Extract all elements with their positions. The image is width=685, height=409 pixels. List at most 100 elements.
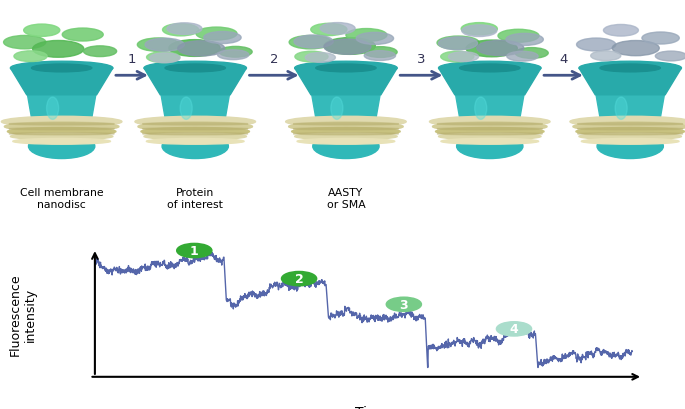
Ellipse shape (293, 133, 399, 135)
Ellipse shape (145, 39, 184, 52)
Ellipse shape (9, 133, 114, 135)
Text: Protein
of interest: Protein of interest (167, 188, 223, 209)
Ellipse shape (144, 134, 247, 140)
Ellipse shape (462, 26, 497, 38)
Text: 4: 4 (510, 323, 519, 335)
Ellipse shape (429, 117, 550, 128)
Ellipse shape (603, 25, 638, 37)
Polygon shape (438, 69, 541, 96)
Ellipse shape (324, 38, 375, 55)
Text: 2: 2 (295, 272, 303, 285)
Ellipse shape (579, 62, 682, 76)
Ellipse shape (218, 51, 249, 61)
Ellipse shape (436, 128, 544, 136)
Ellipse shape (196, 28, 237, 41)
Ellipse shape (9, 128, 114, 130)
Ellipse shape (582, 139, 679, 145)
Ellipse shape (466, 41, 517, 58)
Ellipse shape (219, 47, 252, 58)
Ellipse shape (9, 124, 114, 126)
Ellipse shape (437, 124, 543, 126)
Ellipse shape (475, 98, 487, 120)
Polygon shape (295, 69, 397, 96)
Ellipse shape (324, 40, 371, 55)
Ellipse shape (600, 65, 660, 73)
Ellipse shape (293, 128, 399, 130)
Ellipse shape (364, 52, 395, 61)
Ellipse shape (590, 52, 621, 61)
Ellipse shape (331, 98, 343, 120)
Polygon shape (144, 69, 247, 96)
Ellipse shape (33, 41, 84, 58)
Ellipse shape (292, 128, 400, 136)
Ellipse shape (577, 39, 616, 52)
Polygon shape (455, 91, 525, 136)
Ellipse shape (297, 139, 395, 145)
Ellipse shape (295, 52, 328, 63)
Ellipse shape (316, 65, 376, 73)
Ellipse shape (84, 47, 116, 57)
Ellipse shape (457, 135, 523, 159)
Ellipse shape (577, 133, 683, 135)
Ellipse shape (169, 40, 220, 57)
Ellipse shape (1, 117, 122, 128)
Ellipse shape (289, 36, 332, 50)
Ellipse shape (142, 133, 248, 135)
Polygon shape (160, 91, 230, 136)
Ellipse shape (295, 62, 397, 76)
Ellipse shape (294, 36, 333, 49)
Ellipse shape (506, 34, 543, 46)
Text: 2: 2 (270, 53, 278, 66)
Ellipse shape (386, 298, 421, 312)
Ellipse shape (498, 30, 539, 43)
Ellipse shape (4, 123, 119, 132)
Ellipse shape (147, 53, 179, 63)
Text: 4: 4 (559, 53, 568, 66)
Ellipse shape (656, 52, 685, 62)
Polygon shape (595, 91, 665, 136)
Ellipse shape (497, 322, 532, 336)
Ellipse shape (3, 36, 46, 50)
Ellipse shape (47, 98, 59, 120)
Ellipse shape (437, 128, 543, 130)
Ellipse shape (313, 135, 379, 159)
Ellipse shape (144, 62, 247, 76)
Ellipse shape (432, 123, 547, 132)
Ellipse shape (461, 24, 497, 36)
Polygon shape (27, 91, 97, 136)
Ellipse shape (135, 117, 256, 128)
Ellipse shape (570, 117, 685, 128)
Ellipse shape (477, 41, 524, 56)
Ellipse shape (177, 42, 225, 57)
Ellipse shape (282, 272, 316, 286)
Polygon shape (579, 69, 682, 96)
Ellipse shape (162, 25, 199, 37)
Ellipse shape (14, 52, 47, 63)
Ellipse shape (62, 29, 103, 42)
Text: 1: 1 (127, 53, 136, 66)
Text: AASTY
or SMA: AASTY or SMA (327, 188, 365, 209)
Ellipse shape (13, 139, 110, 145)
Ellipse shape (150, 54, 180, 63)
Ellipse shape (180, 98, 192, 120)
Ellipse shape (460, 65, 520, 73)
Polygon shape (10, 69, 113, 96)
Ellipse shape (440, 52, 474, 63)
Ellipse shape (642, 33, 680, 45)
Ellipse shape (579, 134, 682, 140)
Ellipse shape (515, 49, 548, 59)
Ellipse shape (167, 24, 202, 35)
Ellipse shape (147, 139, 244, 145)
Ellipse shape (162, 135, 228, 159)
Ellipse shape (10, 134, 113, 140)
Ellipse shape (295, 134, 397, 140)
Ellipse shape (577, 128, 683, 130)
Ellipse shape (449, 53, 479, 63)
Ellipse shape (573, 123, 685, 132)
Ellipse shape (437, 37, 480, 50)
Ellipse shape (438, 38, 477, 51)
Ellipse shape (437, 133, 543, 135)
Text: Fluorescence
intensity: Fluorescence intensity (9, 273, 37, 355)
Ellipse shape (288, 123, 403, 132)
Ellipse shape (141, 128, 249, 136)
